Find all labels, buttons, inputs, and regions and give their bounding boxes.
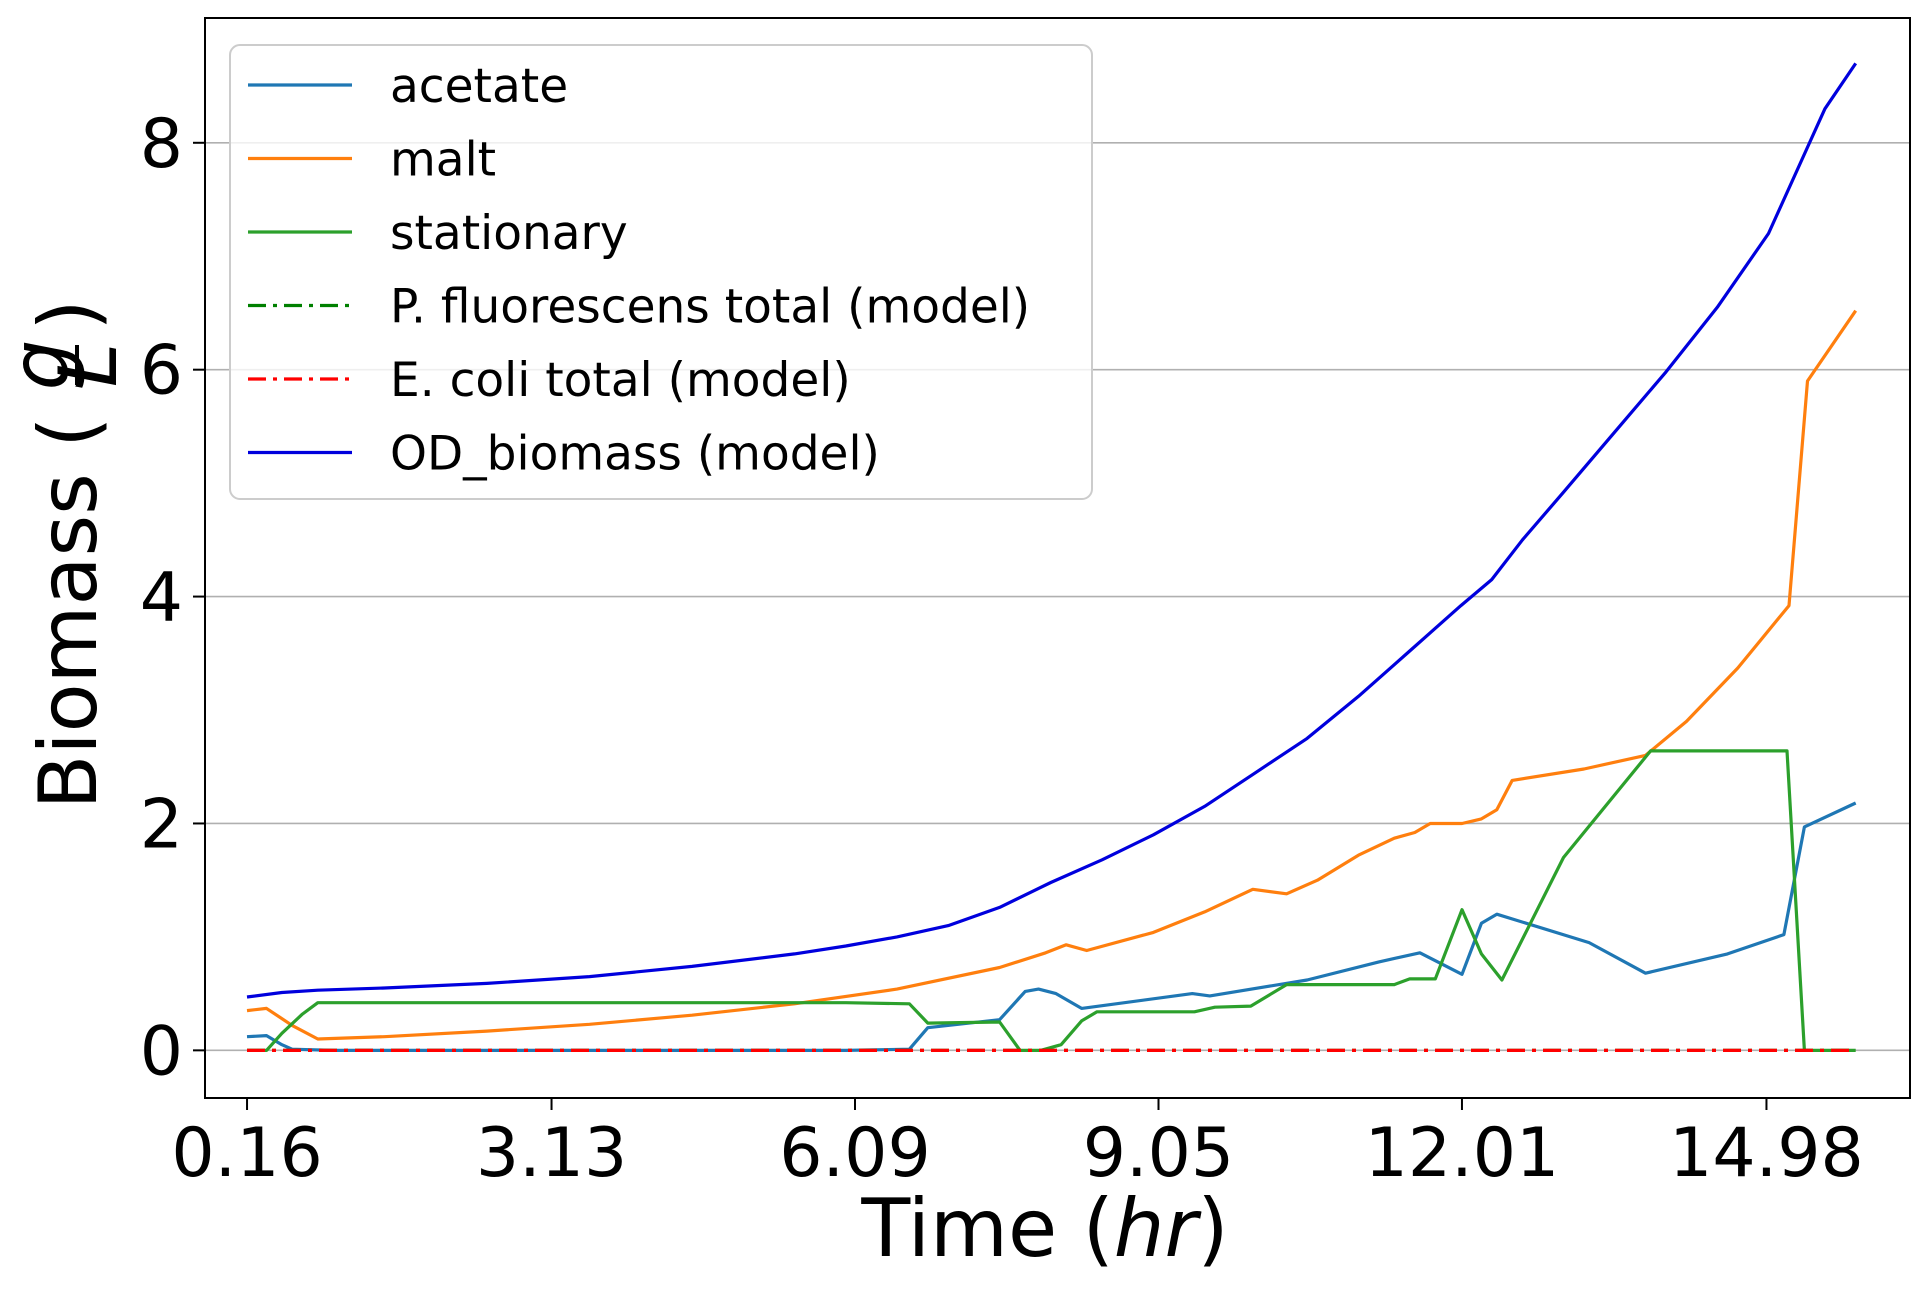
y-axis-label-fraction-num: g bbox=[0, 340, 87, 391]
series-line-stationary bbox=[247, 749, 1856, 1053]
plot-frame bbox=[204, 17, 1911, 1099]
legend-label-p-fluorescens-total-model: P. fluorescens total (model) bbox=[390, 280, 1030, 335]
legend: acetate malt stationary P. fluorescens tota… bbox=[229, 44, 1093, 500]
x-tick-label: 3.13 bbox=[476, 1114, 627, 1193]
y-tick-label: 6 bbox=[140, 332, 183, 411]
legend-label-malt: malt bbox=[390, 133, 496, 188]
x-tick-labels: 0.16 3.13 6.09 9.05 12.01 14.98 bbox=[171, 1114, 1863, 1193]
y-axis-label-fraction-den: L bbox=[42, 343, 135, 388]
y-tick-label: 4 bbox=[140, 559, 183, 638]
series-line-malt bbox=[246, 309, 1858, 1041]
legend-entries: acetate malt stationary P. fluorescens tota… bbox=[248, 59, 1030, 482]
y-axis-label-close: ) bbox=[22, 299, 115, 330]
x-tick-label: 14.98 bbox=[1669, 1114, 1864, 1193]
x-tick-label: 6.09 bbox=[779, 1114, 930, 1193]
y-tick-labels: 0 2 4 6 8 bbox=[140, 105, 183, 1092]
x-tick-label: 12.01 bbox=[1365, 1114, 1560, 1193]
y-tick-label: 2 bbox=[140, 785, 183, 864]
x-axis-label: Time (hr) bbox=[860, 1182, 1228, 1275]
y-tick-label: 0 bbox=[140, 1012, 183, 1091]
y-axis-label-text: Biomass ( bbox=[22, 416, 115, 809]
legend-box bbox=[229, 44, 1093, 500]
series-lines bbox=[246, 62, 1858, 1053]
legend-label-acetate: acetate bbox=[390, 59, 568, 114]
legend-label-stationary: stationary bbox=[390, 206, 628, 261]
axis-ticks bbox=[193, 141, 1768, 1110]
x-tick-label: 9.05 bbox=[1083, 1114, 1234, 1193]
x-tick-label: 0.16 bbox=[171, 1114, 322, 1193]
y-axis-label: Biomass ( g L ) bbox=[0, 299, 135, 809]
y-tick-label: 8 bbox=[140, 105, 183, 184]
legend-label-od-biomass-model: OD_biomass (model) bbox=[390, 427, 880, 482]
legend-label-e-coli-total-model: E. coli total (model) bbox=[390, 353, 851, 408]
series-line-od-biomass-model bbox=[246, 62, 1858, 999]
